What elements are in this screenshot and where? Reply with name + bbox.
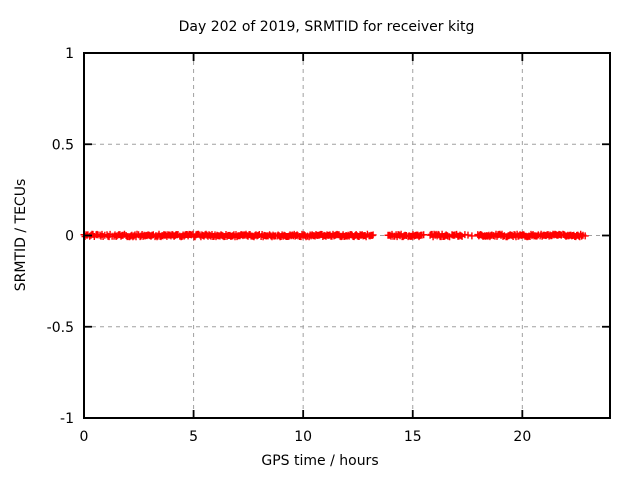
plot-border [83, 52, 611, 419]
scatter-series-srmtid [80, 230, 589, 241]
y-tick-label: 0 [65, 229, 74, 245]
x-tick-label: 0 [80, 429, 89, 445]
x-tick-label: 5 [189, 429, 198, 445]
x-tick-label: 10 [294, 429, 312, 445]
y-tick-label: 1 [65, 46, 74, 62]
x-tick-label: 20 [513, 429, 531, 445]
x-axis-label: GPS time / hours [261, 453, 379, 469]
chart-title: Day 202 of 2019, SRMTID for receiver kit… [178, 19, 475, 35]
y-tick-label: -1 [60, 411, 74, 427]
axes-layer [83, 52, 611, 419]
y-tick-label: 0.5 [52, 137, 74, 153]
grid-layer [84, 53, 610, 418]
y-tick-label: -0.5 [47, 320, 74, 336]
x-tick-label: 15 [404, 429, 422, 445]
